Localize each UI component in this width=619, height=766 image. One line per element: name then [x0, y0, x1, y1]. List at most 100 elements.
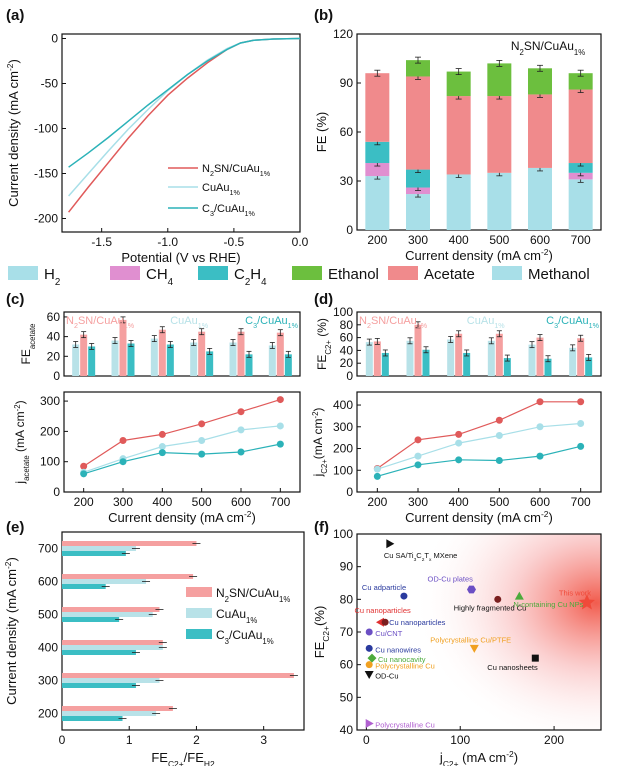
x-tick-label: 300 [113, 495, 133, 509]
x-tick-label: 700 [270, 495, 290, 509]
fe-bar [88, 346, 96, 376]
j-point [495, 431, 503, 439]
j-point [158, 449, 166, 457]
y-tick-label: 700 [38, 542, 58, 556]
label-part: 1% [262, 637, 273, 646]
scatter-point [364, 670, 374, 679]
y-tick-label: 300 [40, 394, 60, 408]
ratio-bar [62, 579, 147, 584]
plot-frame [63, 391, 301, 493]
y-tick-label: 0 [346, 223, 353, 237]
x-tick-label: 700 [571, 495, 591, 509]
label-part: -2 [541, 247, 549, 257]
label-part: (mA cm [462, 750, 506, 765]
y-tick-label: 600 [38, 575, 58, 589]
y-axis-label: Current density (mA cm-2) [5, 59, 21, 207]
j-point [536, 398, 544, 406]
y-axis-label: FEC2+(%) [312, 606, 331, 659]
legend-label-c3: C3/CuAu1% [546, 315, 599, 330]
stack-bar-H2 [568, 179, 593, 230]
scatter-point [400, 592, 408, 600]
y-tick-label: 20 [340, 356, 354, 370]
label-part: -2 [541, 509, 549, 519]
y-tick-label: 40 [340, 343, 354, 357]
panel-label: (c) [6, 291, 24, 308]
fe-bar [119, 319, 127, 376]
label-part: Current density [4, 613, 19, 705]
stack-bar-Ethanol [487, 63, 512, 97]
j-point [414, 436, 422, 444]
ratio-bar [62, 607, 160, 612]
stack-bar-H2 [528, 167, 552, 230]
fe-bar [414, 324, 422, 376]
j-point [198, 420, 206, 428]
label-part: /CuAu [257, 315, 288, 327]
stack-bar-Acetate [568, 89, 593, 164]
x-axis-label: Current density (mA cm-2) [108, 509, 256, 525]
j-point [455, 439, 463, 447]
j-point [536, 423, 544, 431]
ratio-bar [62, 546, 136, 551]
y-tick-label: 100 [333, 305, 353, 319]
y-tick-label: 400 [333, 398, 353, 412]
label-part: Current density [6, 115, 21, 207]
stack-bar-Acetate [446, 96, 471, 175]
plot-frame [61, 33, 301, 233]
j-point [536, 452, 544, 460]
label-part: C2+ [168, 759, 184, 766]
y-tick-label: 70 [340, 625, 354, 639]
j-point [276, 422, 284, 430]
scatter-point [531, 654, 539, 662]
scatter-point [469, 644, 479, 653]
legend-swatch [8, 266, 38, 280]
j-point [495, 416, 503, 424]
label-part: Cu SA/Ti [384, 551, 414, 560]
label-part: (mA cm [13, 411, 27, 452]
stack-bar-C2H4 [365, 141, 390, 164]
fe-bar [585, 357, 593, 376]
y-tick-label: 200 [40, 424, 60, 438]
y-tick-label: 80 [340, 318, 354, 332]
label-part: 1% [574, 48, 585, 57]
ratio-bar [62, 673, 294, 678]
x-tick-label: -1.5 [91, 235, 112, 249]
fe-bar [495, 333, 503, 376]
stack-bar-CH4 [365, 163, 390, 177]
label-part: /FE [184, 750, 205, 765]
label-part: SN/CuAu [524, 39, 574, 53]
label-part: 1% [288, 322, 299, 330]
y-tick-label: 80 [340, 592, 354, 606]
label-part: /CuAu [558, 315, 589, 327]
j-line [377, 445, 581, 477]
y-tick-label: 100 [40, 455, 60, 469]
y-tick-label: 0 [53, 369, 60, 383]
y-tick-label: 50 [340, 690, 354, 704]
fe-bar [245, 354, 253, 376]
legend-label: C3/CuAu1% [216, 628, 274, 646]
y-tick-label: 120 [333, 27, 353, 41]
x-tick-label: 200 [544, 733, 564, 747]
label-part: (%) [315, 318, 329, 340]
point-label: Polycrystalline Cu [375, 720, 435, 729]
fe-bar [158, 329, 166, 376]
label-part: FE [151, 750, 168, 765]
x-tick-label: 600 [231, 495, 251, 509]
label-part: N [511, 39, 520, 53]
label-part: 2 [74, 322, 78, 330]
j-point [373, 465, 381, 473]
label-part: /CuAu [214, 203, 245, 215]
label-part: H [250, 266, 261, 283]
label-part: ) [514, 750, 518, 765]
label-part: Ethanol [328, 266, 379, 283]
y-tick-label: 20 [47, 349, 61, 363]
stack-bar-Acetate [528, 94, 552, 168]
x-tick-label: 400 [152, 495, 172, 509]
y-tick-label: 0 [346, 485, 353, 499]
fe-bar [406, 340, 414, 376]
x-axis-label: FEC2+/FEH2 [151, 750, 215, 766]
panel-label: (b) [314, 7, 333, 24]
label-part: 3 [554, 322, 558, 330]
label-part: C [416, 551, 422, 560]
legend-swatch [492, 266, 522, 280]
